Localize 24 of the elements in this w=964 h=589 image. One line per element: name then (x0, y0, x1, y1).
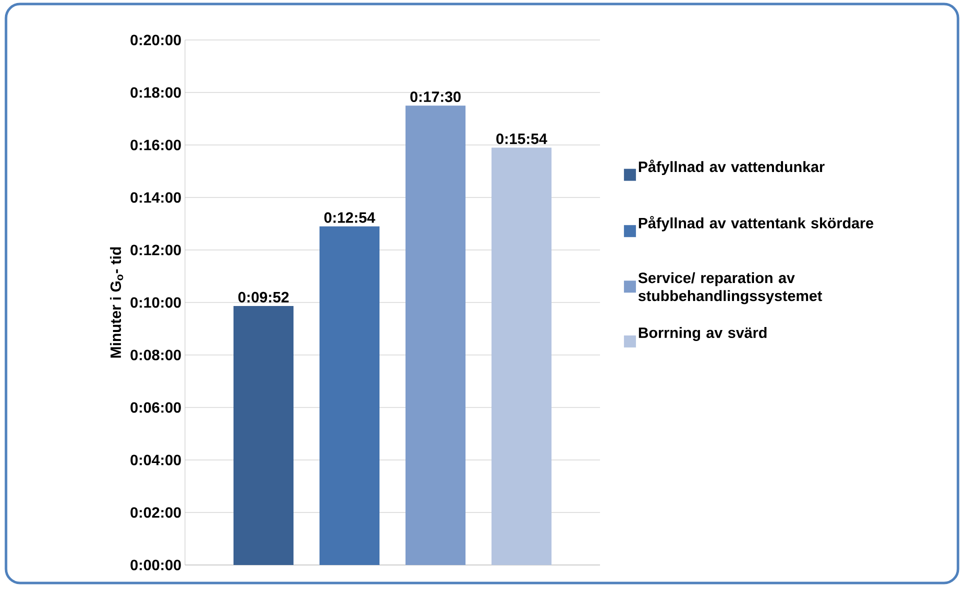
y-tick-label: 0:08:00 (130, 350, 181, 360)
legend-label: Service/ reparation av stubbehandlingssystemet (638, 272, 822, 304)
y-tick-label: 0:14:00 (130, 192, 181, 203)
bar (406, 106, 466, 565)
bar (234, 306, 294, 565)
y-tick-label: 0:16:00 (130, 140, 181, 150)
y-tick-label: 0:02:00 (130, 507, 181, 518)
y-axis-title: Minuter i G$_{o}$- tid (110, 247, 124, 358)
bar (492, 148, 552, 565)
data-label: 0:17:30 (410, 91, 461, 102)
y-tick-label: 0:04:00 (130, 454, 181, 466)
y-tick-label: 0:10:00 (130, 297, 181, 308)
y-tick-label: 0:12:00 (130, 244, 181, 256)
legend-label: Påfyllnad av vattendunkar (638, 160, 825, 176)
data-label: 0:15:54 (496, 134, 548, 144)
legend-label: Påfyllnad av vattentank skördare (638, 216, 874, 232)
data-label: 0:09:52 (238, 292, 289, 302)
bar (320, 226, 380, 565)
y-tick-label: 0:18:00 (130, 87, 181, 98)
legend-label: Borrning av svärd (638, 327, 766, 342)
y-tick-label: 0:20:00 (130, 34, 181, 46)
y-tick-label: 0:00:00 (130, 560, 181, 570)
data-label: 0:12:54 (324, 212, 376, 223)
y-tick-label: 0:06:00 (130, 402, 181, 413)
